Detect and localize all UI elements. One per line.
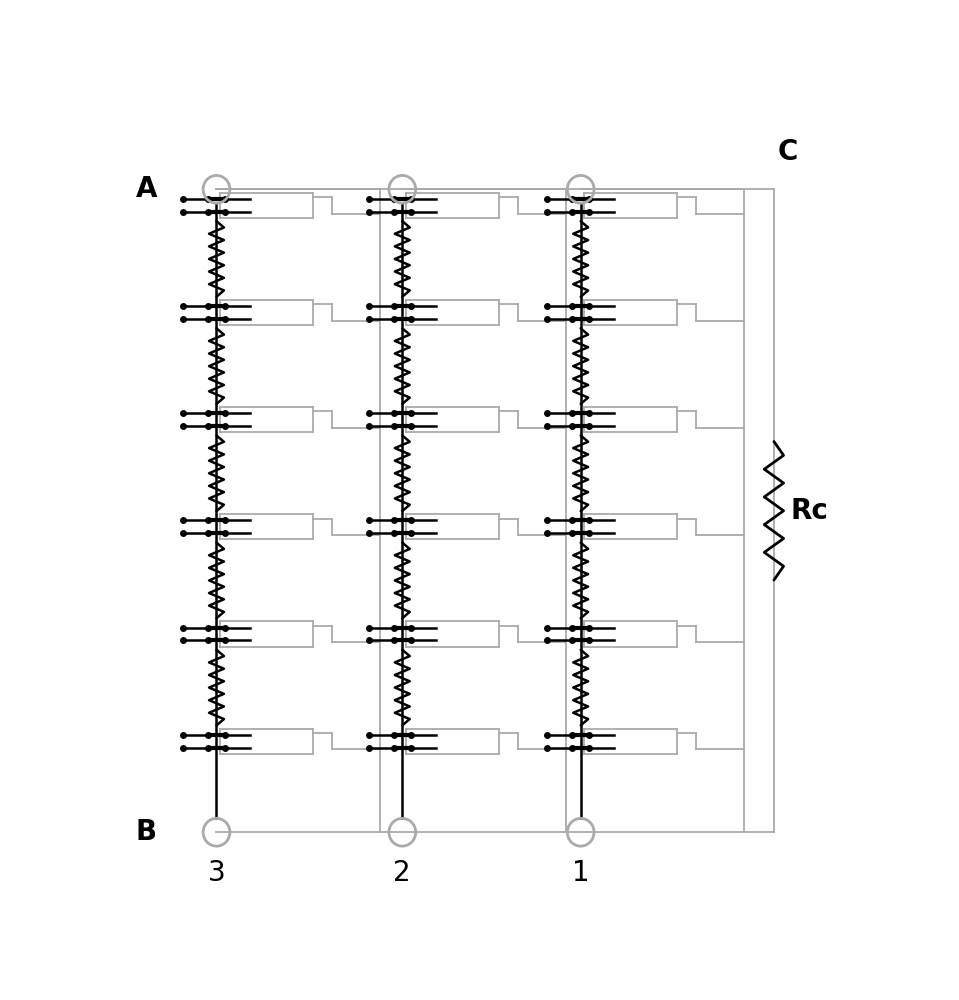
Text: 1: 1	[572, 859, 590, 887]
Text: C: C	[778, 138, 798, 166]
Text: A: A	[135, 175, 157, 203]
Text: 3: 3	[207, 859, 225, 887]
Text: Rc: Rc	[790, 497, 829, 525]
Text: 2: 2	[393, 859, 411, 887]
Text: B: B	[136, 818, 157, 846]
